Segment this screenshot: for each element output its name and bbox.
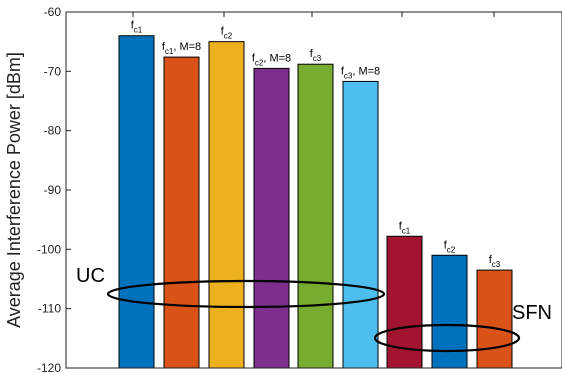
bar [297, 63, 334, 369]
bar-label: fc3, M=8 [341, 65, 380, 80]
sfn-group-ellipse [373, 323, 521, 353]
bar [431, 254, 468, 369]
bar-label: fc1 [131, 20, 143, 35]
bar [163, 56, 200, 369]
sfn-group-label: SFN [512, 302, 552, 324]
bar-label: fc2 [221, 26, 233, 41]
plot-frame [65, 11, 562, 369]
uc-group-ellipse [106, 279, 386, 309]
bar [208, 41, 245, 369]
y-tick-label: -60 [44, 5, 62, 19]
bar-label: fc3 [489, 254, 501, 269]
bar-series [118, 35, 513, 369]
bar-label: fc2, M=8 [252, 52, 291, 67]
bar [342, 80, 379, 369]
bar-label: fc2 [444, 239, 456, 254]
y-axis-ticks: -60 -70 -80 -90 -100 -110 -120 [37, 5, 495, 375]
bar [476, 269, 513, 369]
bar [253, 67, 290, 369]
y-axis-label: Average Interference Power [dBm] [4, 52, 24, 328]
bar-label: fc1, M=8 [162, 41, 201, 56]
bar-labels: fc1 fc1, M=8 fc2 fc2, M=8 fc3 fc3, M=8 fc1 fc2 f… [131, 20, 501, 269]
y-tick-label: -80 [44, 124, 62, 138]
bar-label: fc3 [310, 48, 322, 63]
y-tick-label: -100 [37, 242, 61, 256]
y-tick-label: -70 [44, 64, 62, 78]
uc-group-label: UC [76, 265, 105, 287]
bar [118, 35, 155, 369]
y-tick-label: -110 [38, 302, 61, 316]
bar-label: fc1 [399, 220, 411, 235]
group-annotations: UC SFN [76, 265, 552, 353]
y-tick-label: -120 [37, 361, 61, 375]
y-tick-label: -90 [44, 183, 62, 197]
